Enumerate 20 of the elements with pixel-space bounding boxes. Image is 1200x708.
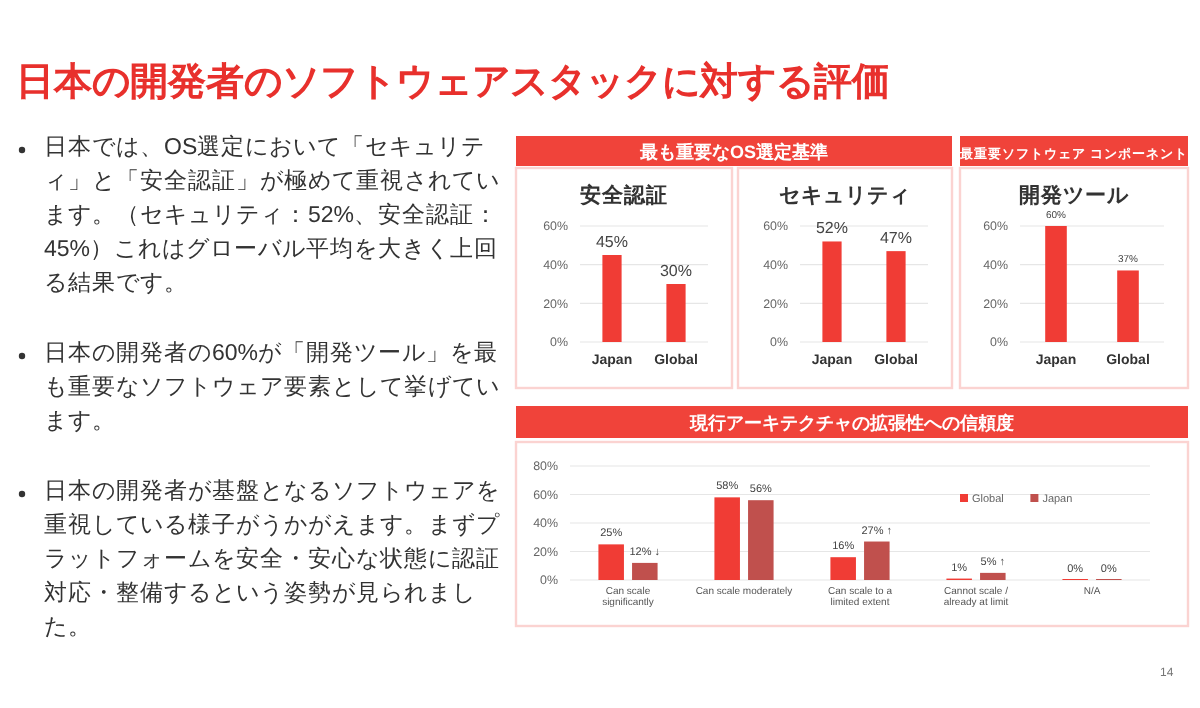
data-label: 45% [595,233,629,251]
data-label: 47% [879,229,913,248]
chart-title: 開発ツール [1019,182,1131,208]
bar [980,572,1006,580]
bar [598,544,624,580]
chart-title: 安全認証 [580,182,668,208]
text: 日本の開発者のソフトウェアスタックに対する評価 [16,59,890,108]
bar [748,500,774,580]
chart-subtitle: 最も重要なOS選定基準 [637,142,829,162]
text: 日本の開発者が基盤となるソフトウェアを重視している様子がうかがえます。まずプラットフォームを安全・安心な状態に認証対応・整備するという姿勢が見られました。 [42,477,500,644]
bar [864,541,890,580]
text: 日本では、OS選定において「セキュリティ」と「安全認証」が極めて重視されています。（セキュリティ：52%、安全認証：45%）これはグローバル平均を大きく上回る結果です。 [42,133,500,300]
data-label: 52% [815,219,849,238]
chart-title: セキュリティ [779,184,911,208]
data-label: 30% [659,262,693,280]
bar [714,497,740,580]
bar [830,557,856,580]
chart-title: 現行アーキテクチャの拡張性への信頼度 [688,413,1014,433]
bar [632,562,658,580]
text: 日本の開発者の60%が「開発ツール」を最も重要なソフトウェア要素として挙げています。 [42,339,500,438]
